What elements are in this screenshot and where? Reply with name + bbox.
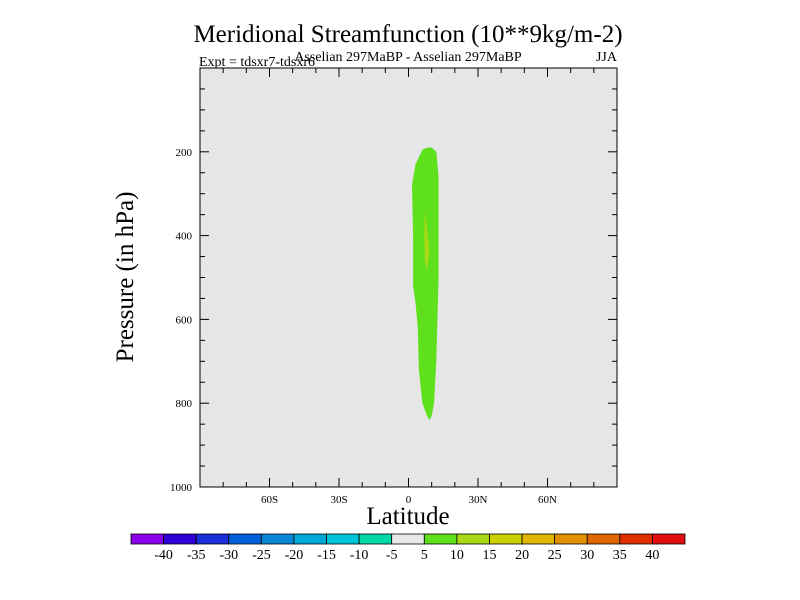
- colorbar-label: 35: [613, 548, 627, 563]
- colorbar-swatch: [293, 533, 327, 545]
- x-axis-label: Latitude: [366, 503, 449, 530]
- y-tick-label: 1000: [170, 482, 193, 494]
- colorbar-swatch: [423, 533, 458, 545]
- x-tick-label: 30S: [330, 494, 347, 506]
- colorbar-label: -10: [350, 548, 369, 563]
- colorbar-swatch: [586, 533, 621, 545]
- x-tick-label: 0: [406, 494, 412, 506]
- y-tick-label: 200: [176, 147, 193, 159]
- colorbar-swatch: [163, 533, 197, 545]
- colorbar-swatch: [652, 533, 686, 545]
- colorbar-label: -25: [252, 548, 271, 563]
- colorbar-label: 10: [450, 548, 464, 563]
- plot-area: [200, 68, 617, 487]
- colorbar-swatch: [554, 533, 588, 545]
- colorbar-label: -5: [386, 548, 398, 563]
- colorbar-swatch: [391, 533, 425, 545]
- colorbar-swatch: [489, 533, 523, 545]
- colorbar-swatch: [326, 533, 360, 545]
- y-tick-label: 600: [176, 314, 193, 326]
- colorbar-label: 30: [580, 548, 594, 563]
- contour-region-5-to-10: [412, 147, 439, 420]
- colorbar-swatch: [260, 533, 295, 545]
- colorbar-label: -15: [317, 548, 336, 563]
- colorbar-label: 40: [645, 548, 659, 563]
- x-tick-label: 60N: [538, 494, 557, 506]
- contour-region-10-to-15: [424, 210, 430, 270]
- y-axis-label: Pressure (in hPa): [112, 192, 139, 363]
- colorbar-label: 5: [421, 548, 428, 563]
- colorbar-label: -40: [154, 548, 173, 563]
- colorbar-swatch: [195, 533, 230, 545]
- colorbar-swatch: [456, 533, 490, 545]
- colorbar-label: 20: [515, 548, 529, 563]
- colorbar-label: 15: [483, 548, 497, 563]
- chart-title: Meridional Streamfunction (10**9kg/m-2): [193, 21, 622, 48]
- colorbar-label: -30: [219, 548, 238, 563]
- experiment-label: Expt = tdsxr7-tdsxr6: [199, 55, 315, 70]
- season-label: JJA: [596, 50, 618, 65]
- x-tick-label: 30N: [469, 494, 488, 506]
- colorbar-swatch: [228, 533, 262, 545]
- colorbar-swatch: [130, 533, 164, 545]
- colorbar-label: -20: [285, 548, 304, 563]
- colorbar-label: -35: [187, 548, 206, 563]
- y-tick-label: 800: [176, 398, 193, 410]
- colorbar-swatch: [521, 533, 556, 545]
- colorbar-swatch: [619, 533, 653, 545]
- y-tick-label: 400: [176, 231, 193, 243]
- x-tick-label: 60S: [261, 494, 278, 506]
- colorbar-swatch: [358, 533, 393, 545]
- chart-subtitle: Asselian 297MaBP - Asselian 297MaBP: [294, 50, 522, 65]
- colorbar-label: 25: [548, 548, 562, 563]
